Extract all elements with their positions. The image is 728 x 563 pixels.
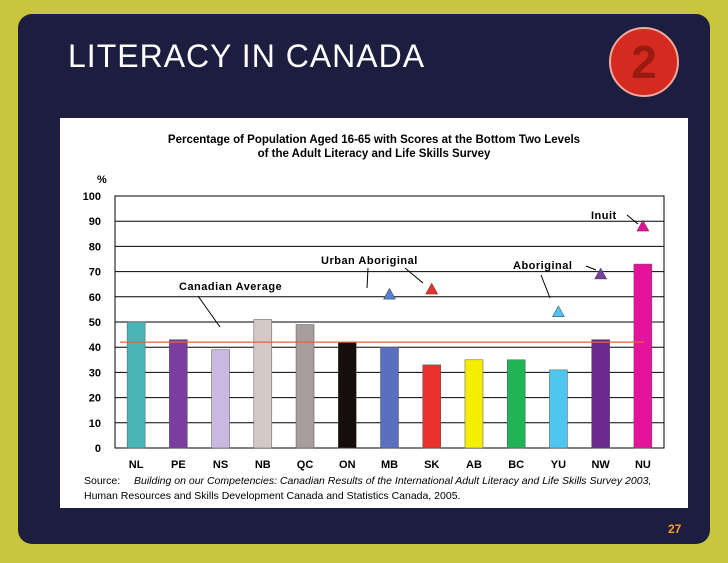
y-tick-label: 100	[83, 191, 101, 203]
bar-ns	[211, 349, 230, 449]
canadian-average-label: Canadian Average	[179, 281, 282, 293]
y-tick-label: 30	[89, 367, 101, 379]
source-title: Building on our Competencies: Canadian R…	[134, 475, 652, 487]
y-tick-label: 0	[95, 443, 101, 455]
x-tick-label: SK	[424, 459, 439, 471]
y-tick-label: 60	[89, 292, 101, 304]
y-tick-label: 50	[89, 317, 101, 329]
inuit-arrow	[626, 214, 639, 225]
chart-subtitle: of the Adult Literacy and Life Skills Su…	[258, 148, 491, 160]
y-tick-label: 10	[89, 418, 101, 430]
x-tick-label: NB	[255, 459, 271, 471]
aboriginal-arrow-nw	[585, 265, 597, 271]
bar-ab	[464, 359, 484, 449]
x-tick-label: QC	[297, 459, 314, 471]
marker-mb	[383, 287, 396, 300]
source-note: Source: Building on our Competencies: Can…	[84, 474, 684, 504]
y-axis-label: %	[97, 174, 107, 186]
bar-yu	[549, 369, 568, 449]
chart-panel: Percentage of Population Aged 16-65 with…	[60, 118, 688, 508]
bar-pe	[169, 339, 188, 449]
y-tick-label: 80	[89, 241, 101, 253]
y-tick-label: 20	[89, 393, 101, 405]
bar-nu	[633, 263, 653, 449]
number-badge: 2	[609, 27, 679, 97]
badge-number: 2	[631, 36, 657, 88]
y-tick-label: 40	[89, 342, 101, 354]
urban-aboriginal-arrow-mb	[366, 267, 369, 289]
bar-on	[338, 341, 357, 449]
x-tick-label: ON	[339, 459, 356, 471]
bar-nl	[126, 321, 146, 449]
bar-nb	[253, 319, 273, 449]
source-label: Source:	[84, 475, 121, 487]
bar-qc	[295, 324, 315, 449]
marker-nw	[594, 267, 608, 280]
bar-bc	[506, 359, 526, 449]
x-tick-label: PE	[171, 459, 186, 471]
bar-nw	[591, 339, 610, 449]
slide-background: LITERACY IN CANADA 2 Percentage of Popul…	[18, 14, 710, 544]
page-number: 27	[668, 522, 682, 536]
slide-title: LITERACY IN CANADA	[68, 38, 426, 74]
urban-aboriginal-arrow-sk	[404, 267, 424, 284]
aboriginal-label: Aboriginal	[513, 260, 572, 272]
urban-aboriginal-label: Urban Aboriginal	[321, 255, 418, 267]
aboriginal-arrow-yu	[540, 274, 551, 299]
y-tick-label: 90	[89, 216, 101, 228]
chart-title: Percentage of Population Aged 16-65 with…	[168, 134, 580, 146]
x-tick-label: MB	[381, 459, 398, 471]
marker-yu	[551, 305, 565, 317]
marker-sk	[425, 282, 439, 295]
y-tick-label: 70	[89, 267, 101, 279]
marker-nu	[636, 219, 650, 232]
x-tick-label: NL	[129, 459, 144, 471]
x-tick-label: YU	[551, 459, 566, 471]
bar-chart: Percentage of Population Aged 16-65 with…	[83, 134, 665, 471]
x-tick-label: AB	[466, 459, 482, 471]
x-tick-label: BC	[508, 459, 524, 471]
x-tick-label: NS	[213, 459, 228, 471]
x-tick-label: NW	[591, 459, 610, 471]
bar-sk	[422, 364, 441, 449]
source-publisher: Human Resources and Skills Development C…	[84, 490, 461, 502]
bar-mb	[380, 346, 399, 449]
canadian-average-arrow	[197, 295, 221, 328]
inuit-label: Inuit	[591, 210, 617, 222]
x-tick-label: NU	[635, 459, 651, 471]
